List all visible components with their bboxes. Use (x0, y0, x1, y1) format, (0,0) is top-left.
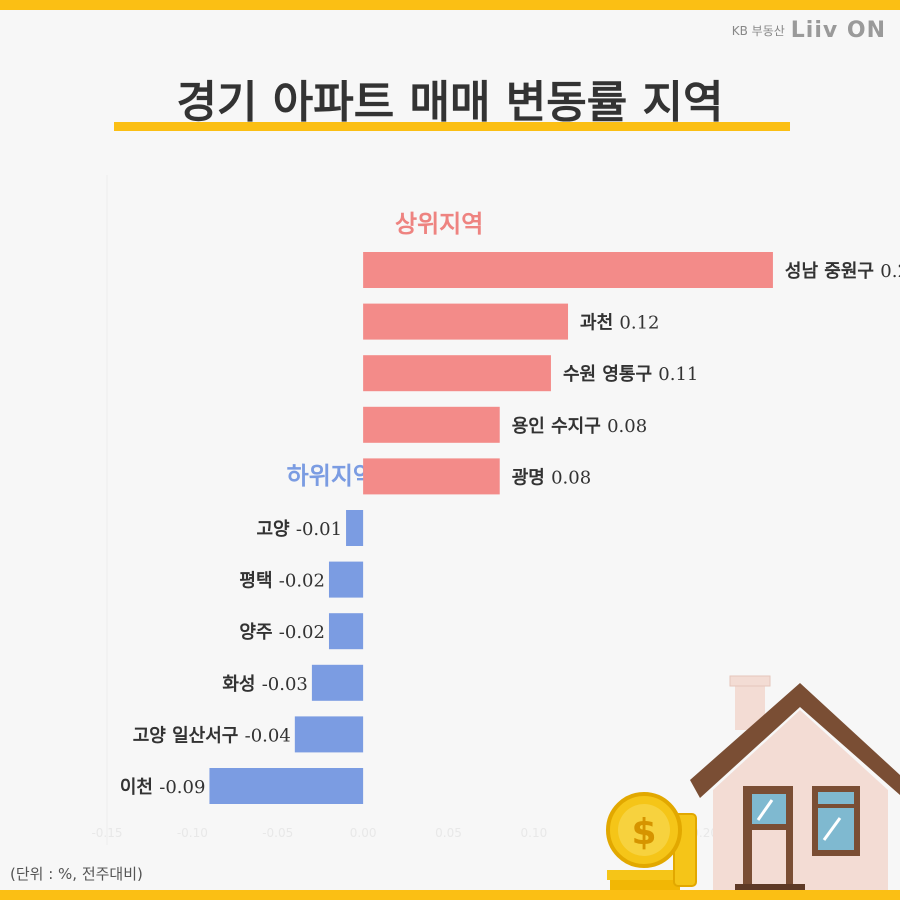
data-label-8: 양주 -0.02 (239, 622, 325, 643)
x-tick-label: 0.20 (691, 826, 718, 840)
x-tick-label: 0.10 (521, 826, 548, 840)
bar-4 (363, 406, 500, 443)
bar-2 (363, 303, 569, 340)
value-label: -0.03 (262, 674, 308, 695)
x-tick-label: 0.00 (350, 826, 377, 840)
value-label: 0.24 (880, 261, 900, 282)
data-label-5: 광명 0.08 (512, 467, 591, 488)
x-tick-label: -0.15 (91, 826, 122, 840)
category-label: 성남 중원구 (785, 261, 880, 282)
data-label-2: 과천 0.12 (580, 313, 659, 334)
unit-note: (단위 : %, 전주대비) (10, 865, 143, 883)
value-label: 0.12 (619, 313, 659, 334)
value-label: -0.02 (279, 571, 325, 592)
bar-9 (311, 664, 364, 701)
data-label-11: 이천 -0.09 (120, 777, 206, 798)
bottom-frame-bar (0, 890, 900, 900)
x-tick-label: -0.10 (177, 826, 208, 840)
svg-text:$: $ (631, 812, 656, 853)
category-label: 고양 (256, 519, 295, 540)
data-label-10: 고양 일산서구 -0.04 (133, 725, 291, 746)
data-label-9: 화성 -0.03 (222, 674, 308, 695)
bar-1 (363, 252, 773, 288)
bar-5 (363, 458, 500, 495)
value-label: -0.04 (245, 725, 291, 746)
value-label: -0.09 (159, 777, 205, 798)
bar-3 (363, 355, 551, 392)
value-label: -0.01 (296, 519, 342, 540)
house-icon (690, 675, 900, 890)
brand-logo: Liiv ON (790, 18, 886, 43)
data-label-4: 용인 수지구 0.08 (512, 416, 647, 437)
value-label: 0.08 (551, 467, 591, 488)
x-tick-label: 0.05 (435, 826, 462, 840)
category-label: 양주 (239, 622, 278, 643)
value-label: 0.11 (658, 364, 698, 385)
group-label-top: 상위지역 (395, 210, 483, 238)
data-label-6: 고양 -0.01 (256, 519, 342, 540)
data-label-7: 평택 -0.02 (239, 571, 325, 592)
category-label: 이천 (120, 777, 159, 798)
bar-11 (209, 768, 364, 804)
value-label: 0.08 (607, 416, 647, 437)
top-frame-bar (0, 0, 900, 10)
value-label: -0.02 (279, 622, 325, 643)
data-label-3: 수원 영통구 0.11 (563, 364, 698, 385)
category-label: 평택 (239, 571, 278, 592)
bar-7 (328, 561, 364, 598)
x-tick-label: -0.05 (262, 826, 293, 840)
bar-8 (328, 613, 364, 650)
group-label-bottom: 하위지역 (287, 462, 375, 490)
brand: KB 부동산 Liiv ON (732, 18, 886, 43)
category-label: 광명 (512, 467, 551, 488)
category-label: 용인 수지구 (512, 416, 607, 437)
category-label: 화성 (222, 674, 261, 695)
bar-10 (294, 716, 364, 753)
title-wrap: 경기 아파트 매매 변동률 지역 (0, 66, 900, 136)
category-label: 수원 영통구 (563, 364, 658, 385)
category-label: 고양 일산서구 (133, 725, 245, 746)
coin-icon: $ (606, 792, 697, 890)
bar-6 (346, 510, 364, 546)
data-label-1: 성남 중원구 0.24 (785, 261, 900, 282)
brand-sub-label: KB 부동산 (731, 24, 785, 38)
category-label: 과천 (580, 313, 619, 334)
title-underline (114, 122, 790, 131)
page-title: 경기 아파트 매매 변동률 지역 (176, 77, 724, 128)
